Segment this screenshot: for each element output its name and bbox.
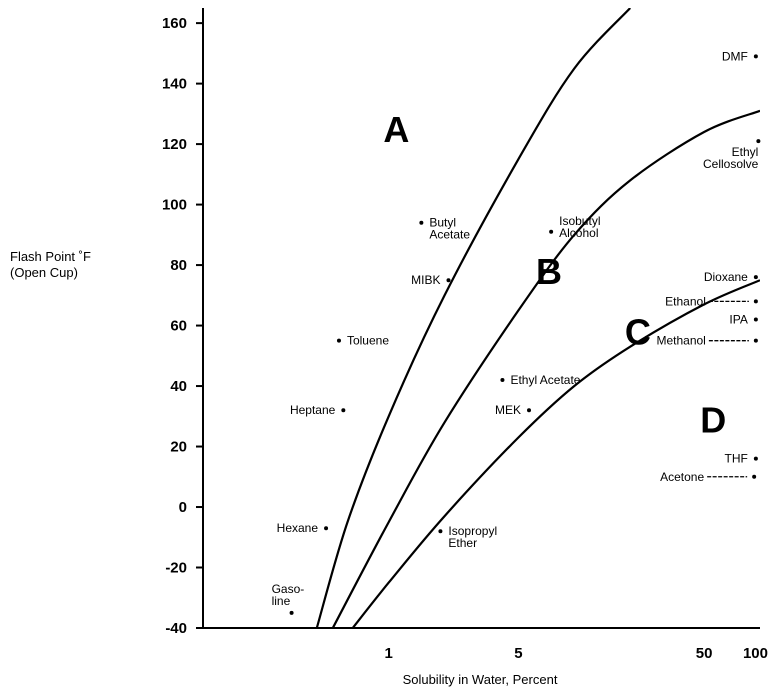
point-toluene (336, 338, 341, 343)
point-label-methanol: Methanol (656, 334, 705, 348)
x-tick-label: 5 (514, 645, 522, 662)
y-tick-label: 20 (170, 439, 187, 456)
point-label-line: Alcohol (559, 226, 598, 240)
y-tick-label: 100 (162, 197, 187, 214)
region-label-d: D (700, 399, 726, 440)
point-methanol (753, 338, 758, 343)
x-tick-label: 50 (696, 645, 713, 662)
point-hexane (324, 526, 329, 531)
point-label-ethyl-acetate: Ethyl Acetate (510, 373, 580, 387)
point-label-line: Ethyl (732, 145, 759, 159)
point-label-toluene: Toluene (347, 334, 389, 348)
point-label-isobutyl-alcohol: Isobutyl Alcohol (559, 214, 600, 240)
y-tick-label: -20 (165, 560, 187, 577)
point-label-line: Butyl (429, 216, 456, 230)
point-ethyl-cellosolve (756, 139, 761, 144)
point-isopropyl-ether (438, 529, 443, 534)
point-label-line: Isobutyl (559, 214, 600, 228)
y-tick-label: 0 (179, 499, 187, 516)
point-label-mek: MEK (495, 403, 521, 417)
x-tick-label: 1 (384, 645, 392, 662)
point-label-line: line (272, 594, 291, 608)
point-label-dioxane: Dioxane (704, 270, 748, 284)
point-label-ipa: IPA (729, 313, 747, 327)
point-label-line: Ether (448, 536, 477, 550)
point-label-gaso-line: Gaso-line (272, 582, 305, 608)
region-label-b: B (536, 251, 562, 292)
tick-labels: -40 -20 0 20 40 60 80 100 120 140 160 1 5 50 100 (162, 15, 768, 662)
point-label-butyl-acetate: Butyl Acetate (429, 216, 470, 242)
point-label-line: Isopropyl (448, 524, 497, 538)
y-axis-title-line1: Flash Point ˚F (10, 249, 91, 264)
point-mek (527, 408, 532, 413)
point-mibk (446, 278, 451, 283)
point-label-line: Gaso- (272, 582, 305, 596)
boundary-curve-2 (331, 109, 760, 628)
region-labels: A B C D (383, 109, 726, 440)
y-tick-label: 40 (170, 378, 187, 395)
y-tick-label: 140 (162, 76, 187, 93)
point-ethyl-acetate (500, 378, 505, 382)
point-ipa (753, 317, 758, 322)
y-tick-label: 80 (170, 257, 187, 274)
point-label-acetone: Acetone (660, 470, 704, 484)
point-label-heptane: Heptane (290, 403, 336, 417)
region-label-c: C (625, 312, 651, 353)
point-label-line: Cellosolve (703, 157, 759, 171)
point-dmf (753, 54, 758, 59)
y-tick-label: -40 (165, 620, 187, 637)
x-tick-label: 100 (743, 645, 768, 662)
point-label-thf: THF (725, 452, 748, 466)
point-label-ethanol: Ethanol (665, 294, 706, 308)
y-tick-label: 120 (162, 136, 187, 153)
point-gaso-line (289, 610, 294, 615)
y-tick-label: 160 (162, 15, 187, 32)
x-axis-title: Solubility in Water, Percent (403, 672, 558, 687)
point-butyl-acetate (419, 220, 424, 225)
point-label-dmf: DMF (722, 49, 748, 63)
y-axis-title-line2: (Open Cup) (10, 265, 78, 280)
point-acetone (752, 474, 757, 479)
point-label-ethyl-cellosolve: Ethyl Cellosolve (703, 145, 759, 171)
point-ethanol (753, 299, 758, 304)
boundary-curve-1 (315, 8, 632, 628)
point-thf (753, 456, 758, 461)
boundary-curve-3 (351, 279, 760, 628)
point-label-mibk: MIBK (411, 273, 440, 287)
point-heptane (341, 408, 346, 413)
point-label-line: Acetate (429, 228, 470, 242)
axes (202, 8, 760, 629)
point-label-hexane: Hexane (277, 521, 319, 535)
y-tick-label: 60 (170, 318, 187, 335)
boundary-curves (315, 8, 760, 628)
point-label-isopropyl-ether: Isopropyl Ether (448, 524, 497, 550)
region-label-a: A (383, 109, 409, 150)
point-dioxane (753, 275, 758, 280)
point-isobutyl-alcohol (549, 229, 554, 234)
